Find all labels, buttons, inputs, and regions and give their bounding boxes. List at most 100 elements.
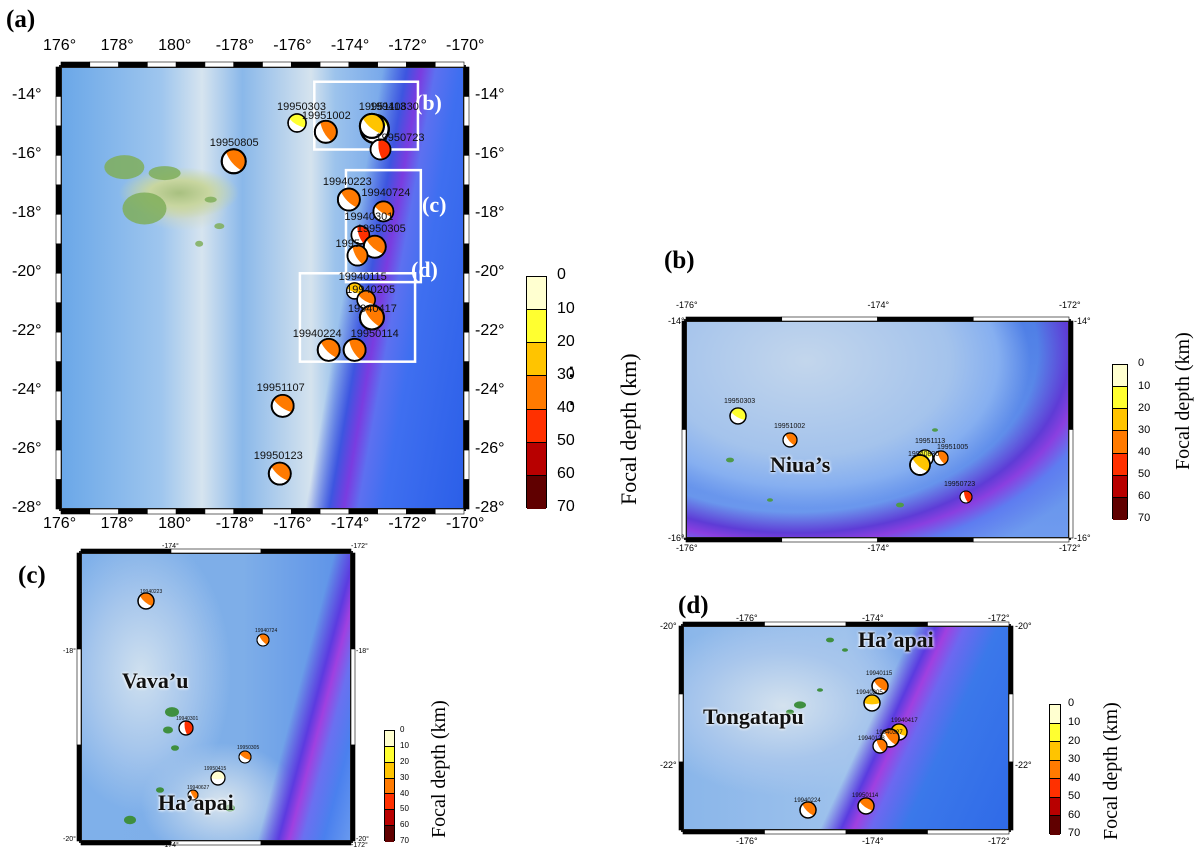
b-lat-right-0: -14° [1074,316,1091,326]
island-d-2 [794,701,806,709]
event-d-5 [799,801,817,819]
island-d-0 [826,637,834,643]
panel-c-label: (c) [18,562,46,589]
event-a-3 [358,112,385,139]
b-lon-top-0: -176° [676,300,698,310]
colorbar-b-swatch-6 [1113,497,1127,520]
event-c-3 [238,750,252,764]
event-b-label-2: 19951113 [915,438,946,445]
event-a-label-5: 19950805 [209,137,259,150]
lon-tick-top-4: -176° [273,37,312,54]
event-b-label-0: 19950303 [724,398,756,405]
event-a-label-13: 19940417 [347,303,397,316]
inset-c-label: (c) [422,192,447,217]
lat-tick-left-3: -20° [12,263,42,281]
colorbar-c-swatch-6 [385,826,394,842]
event-a-label-8: 19940301 [344,210,394,223]
colorbar-a-tick-2: 20 [557,332,575,350]
colorbar-c-swatch-0 [385,731,394,747]
colorbar-d-tick-1: 10 [1068,715,1081,728]
event-a-13 [358,304,385,331]
colorbar-a-tick-4: 40 [557,398,575,416]
d-lat-right-0: -20° [1015,621,1032,631]
d-lat-left-1: -22° [660,760,677,770]
inset-b-label: (b) [415,90,442,115]
event-a-7 [372,200,395,223]
event-a-label-17: 19950123 [253,449,303,462]
b-lon-bottom-0: -176° [676,543,698,553]
d-lon-bottom-0: -176° [736,836,758,846]
event-a-label-6: 19940223 [322,175,372,188]
colorbar-c-tick-6: 60 [400,820,409,830]
colorbar-b [1112,364,1128,520]
lon-tick-top-5: -174° [330,37,370,54]
lat-tick-right-7: -28° [475,499,505,516]
lat-tick-left-5: -24° [12,381,42,399]
lat-tick-left-0: -14° [12,86,42,104]
lon-tick-bottom-5: -174° [330,515,370,532]
c-lat-right-1: -20° [356,836,369,843]
colorbar-d-title: Focal depth (km) [1100,702,1122,840]
colorbar-a-swatch-2 [527,343,546,377]
colorbar-d-tick-3: 30 [1068,753,1081,766]
event-c-label-4: 19950415 [204,766,227,772]
colorbar-d-swatch-4 [1050,779,1060,798]
c-lon-top-1: -172° [351,543,368,550]
colorbar-d-tick-4: 40 [1068,771,1081,784]
lon-tick-top-6: -172° [388,37,427,54]
island-b-3 [932,428,938,432]
event-a-16 [270,393,295,418]
event-c-label-5: 19940627 [187,785,210,791]
colorbar-b-tick-6: 60 [1138,490,1151,503]
colorbar-b-tick-5: 50 [1138,468,1151,481]
island-c-1 [163,726,173,734]
colorbar-a-tick-6: 60 [557,465,575,483]
event-a-label-1: 19951002 [301,109,351,122]
colorbar-d-tick-6: 60 [1068,808,1081,821]
island-d-4 [817,688,823,692]
event-c-label-3: 19950305 [237,745,260,751]
colorbar-b-swatch-5 [1113,475,1127,498]
island-c-0 [165,707,179,717]
event-a-label-9: 19950305 [356,222,406,235]
event-a-0 [287,113,307,133]
lon-tick-bottom-0: 176° [43,515,77,532]
inset-d-box [298,272,417,363]
event-b-label-5: 19950723 [944,481,976,488]
colorbar-d-tick-2: 20 [1068,734,1081,747]
colorbar-d-tick-7: 70 [1068,827,1081,840]
colorbar-a-swatch-0 [527,277,546,311]
lon-tick-top-1: 178° [100,37,134,54]
colorbar-c-swatch-4 [385,794,394,811]
event-d-label-4: 19940128 [858,736,885,742]
b-lat-right-1: -16° [1074,533,1091,543]
event-a-label-10: 1995 [335,237,360,250]
b-lon-top-2: -172° [1059,300,1081,310]
panel-a-label: (a) [6,6,36,33]
c-lon-bottom-1: -172° [351,842,368,849]
colorbar-a-tick-5: 50 [557,432,575,450]
colorbar-b-tick-7: 70 [1138,512,1151,525]
colorbar-d-swatch-5 [1050,797,1060,817]
event-b-label-1: 19951002 [774,423,806,430]
event-d-label-2: 19940417 [891,718,918,724]
colorbar-c-swatch-2 [385,762,394,779]
colorbar-b-swatch-2 [1113,409,1127,432]
lat-tick-right-1: -16° [475,145,505,163]
lon-tick-top-2: 180° [158,37,192,54]
lon-tick-bottom-3: -178° [215,515,255,532]
lon-tick-bottom-7: -170° [446,515,485,532]
c-lon-top-0: -174° [162,543,179,550]
island-c-5 [156,787,164,793]
colorbar-b-tick-4: 40 [1138,445,1151,458]
lon-tick-bottom-2: 180° [158,515,192,532]
stray-mark-dot: . [569,388,575,410]
event-a-12 [356,290,376,310]
b-lon-bottom-2: -172° [1059,543,1081,553]
event-a-5 [220,148,247,175]
colorbar-d-tick-5: 50 [1068,790,1081,803]
inset-c-box [344,168,423,284]
c-lat-left-1: -20° [63,836,76,843]
event-a-9 [362,234,387,259]
